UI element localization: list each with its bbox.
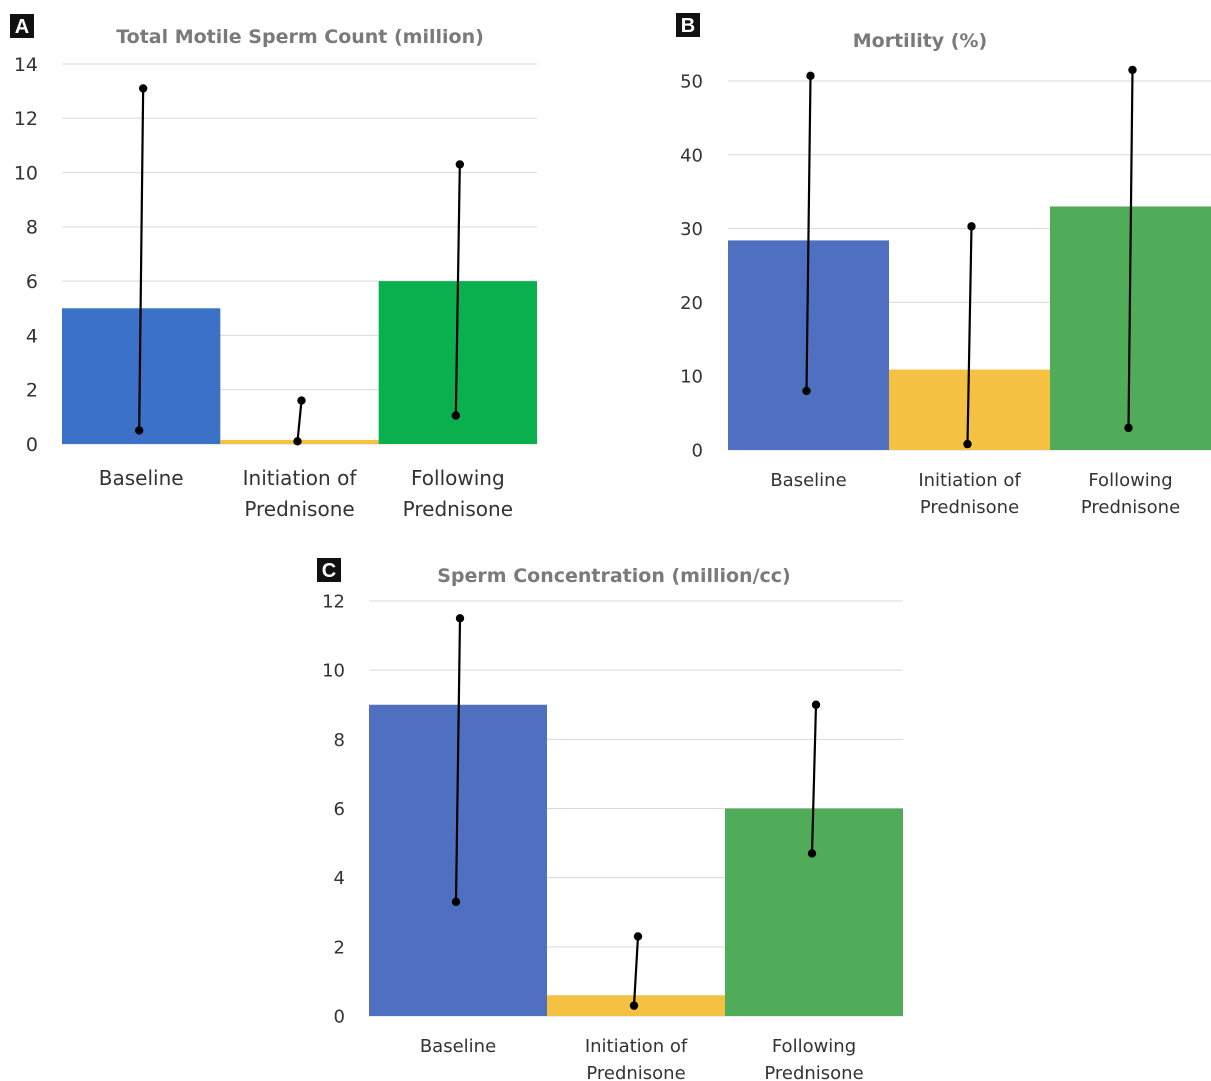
panel-b-category-label-line: Initiation of	[918, 470, 1021, 491]
panel-c-error-high-point	[811, 700, 821, 709]
panel-b-y-tick-label: 30	[680, 219, 703, 240]
panel-b-y-tick-label: 10	[680, 367, 703, 388]
panel-c-category-label-line: Prednisone	[586, 1063, 685, 1081]
panel-a-y-tick-label: 12	[14, 108, 38, 130]
panel-a-error-bar	[296, 400, 303, 442]
panel-a-category-label: Initiation of Prednisone	[243, 466, 358, 521]
panel-a-error-bar	[454, 164, 461, 416]
panel-b-category-label-line: Following	[1088, 470, 1172, 491]
panel-c-y-tick-label: 12	[322, 591, 345, 612]
panel-b-y-tick-label: 0	[692, 440, 703, 461]
panel-c-error-bar	[810, 704, 818, 854]
panel-c-bar	[725, 808, 903, 1016]
panel-b-error-high-point	[967, 222, 976, 231]
panel-a-category-label-line: Prednisone	[403, 497, 513, 521]
panel-a-error-low-point	[134, 426, 144, 435]
panel-a-y-tick-label: 14	[14, 54, 38, 76]
panel-a-y-tick-label: 4	[26, 325, 38, 347]
panel-b-error-low-point	[802, 386, 811, 396]
panel-c-y-tick-label: 0	[334, 1006, 345, 1027]
panel-c-category-label-line: Prednisone	[764, 1063, 863, 1081]
panel-c-y-tick-label: 10	[322, 661, 345, 682]
panel-b-category-label-line: Baseline	[770, 470, 846, 491]
panel-a-y-tick-label: 0	[26, 434, 38, 456]
panel-c: C Sperm Concentration (million/cc) 0 2 4 6 8 10…	[317, 558, 903, 1081]
panel-a-y-tick-label: 10	[14, 162, 38, 184]
panel-a-category-label-line: Prednisone	[244, 497, 354, 521]
panel-a-label: A	[15, 16, 29, 38]
panel-c-label-box	[317, 558, 341, 582]
panel-a-category-label-line: Initiation of	[243, 466, 358, 490]
panel-c-y-tick-label: 2	[334, 937, 345, 958]
panel-c-label: C	[322, 560, 336, 582]
panel-a-error-high-point	[138, 84, 148, 93]
panel-c-error-bar	[454, 618, 462, 902]
panel-b-y-tick-label: 40	[680, 145, 703, 166]
panel-c-category-label-line: Baseline	[420, 1036, 496, 1057]
panel-b-error-low-point	[1124, 423, 1133, 433]
panel-c-category-label: Initiation of Prednisone	[585, 1036, 688, 1081]
panel-b-error-bar	[966, 226, 973, 445]
panel-a-error-bar	[138, 88, 145, 431]
panel-b-error-low-point	[963, 439, 972, 449]
panel-c-category-label-line: Following	[772, 1036, 856, 1057]
panel-c-error-low-point	[629, 1001, 639, 1010]
panel-b-error-high-point	[806, 71, 815, 81]
panel-c-category-label-line: Initiation of	[585, 1036, 688, 1057]
panel-b-error-high-point	[1128, 65, 1137, 75]
panel-a-error-low-point	[451, 411, 461, 420]
panel-c-y-tick-label: 4	[334, 868, 345, 889]
panel-b-category-label: Following Prednisone	[1081, 470, 1180, 518]
panel-c-error-low-point	[807, 849, 817, 858]
panel-c-category-label: Following Prednisone	[764, 1036, 863, 1081]
panel-b-label-box	[676, 13, 700, 37]
panel-c-error-bar	[632, 936, 640, 1006]
panel-a-category-label-line: Baseline	[99, 466, 184, 490]
panel-c-category-label: Baseline	[420, 1036, 496, 1057]
panel-b-label: B	[681, 15, 695, 37]
panel-b-error-bar	[1127, 69, 1134, 428]
panel-b-category-label-line: Prednisone	[920, 497, 1019, 518]
panel-a-y-tick-label: 8	[26, 217, 38, 239]
panel-c-error-high-point	[455, 614, 465, 623]
panel-c-error-low-point	[451, 897, 461, 907]
panel-b-y-tick-label: 20	[680, 293, 703, 314]
panel-b: B Mortility (%) 0 10 20 30 40 50 Baseline Initiat…	[676, 13, 1211, 518]
panel-a-error-high-point	[455, 160, 465, 169]
panel-b-y-tick-label: 50	[680, 71, 703, 92]
panel-a-y-tick-label: 2	[26, 380, 38, 402]
panel-b-category-label-line: Prednisone	[1081, 497, 1180, 518]
panel-b-category-label: Baseline	[770, 470, 846, 491]
panel-a-y-tick-label: 6	[26, 271, 38, 293]
panel-b-category-label: Initiation of Prednisone	[918, 470, 1021, 518]
panel-a-title: Total Motile Sperm Count (million)	[116, 26, 484, 48]
panel-c-title: Sperm Concentration (million/cc)	[437, 565, 790, 587]
panel-a-category-label: Following Prednisone	[403, 466, 513, 521]
panel-a-category-label-line: Following	[411, 466, 505, 490]
panel-c-y-tick-label: 8	[334, 730, 345, 751]
panel-b-title: Mortility (%)	[853, 30, 987, 52]
panel-c-y-tick-label: 6	[334, 799, 345, 820]
panel-a: A Total Motile Sperm Count (million) 0 2 4 6 8…	[10, 14, 537, 521]
panel-a-error-high-point	[297, 396, 306, 405]
panel-a-label-box	[10, 14, 34, 38]
panel-a-error-low-point	[293, 437, 302, 446]
panel-a-category-label: Baseline	[99, 466, 184, 490]
panel-c-error-high-point	[633, 932, 643, 941]
panel-b-error-bar	[805, 75, 812, 391]
